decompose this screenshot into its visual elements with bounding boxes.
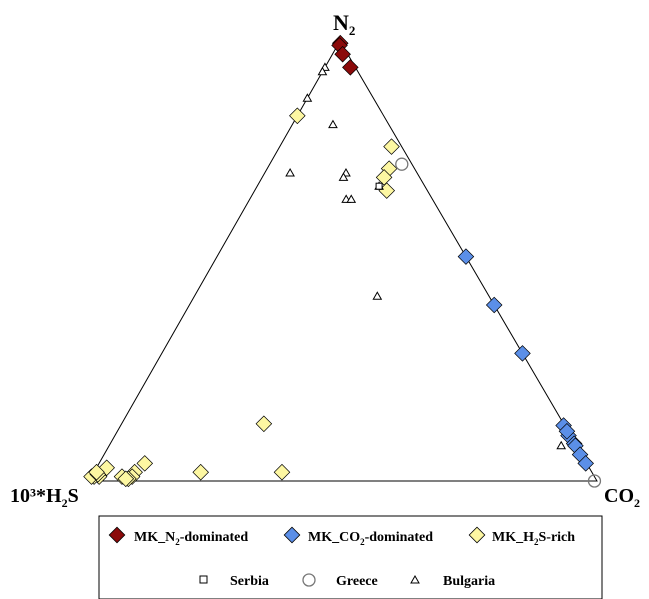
- legend-item-serbia: Serbia: [199, 574, 269, 589]
- point-bulgaria-1: [317, 66, 328, 76]
- svg-text:CO2: CO2: [604, 485, 640, 510]
- svg-text:Serbia: Serbia: [230, 574, 269, 589]
- point-serbia-0: [375, 182, 383, 190]
- point-h2s-6: [273, 463, 291, 481]
- point-h2s-7: [192, 463, 209, 481]
- legend-marker-greece: [302, 573, 316, 587]
- legend-box: [98, 515, 603, 599]
- legend-item-co2-dominated: MK_CO2-dominated: [283, 526, 433, 547]
- point-n2-3: [342, 59, 359, 76]
- svg-text:MK_N2-dominated: MK_N2-dominated: [134, 530, 248, 547]
- legend-item-bulgaria: Bulgaria: [410, 574, 495, 589]
- legend-item-h2s-rich: MK_H2S-rich: [468, 526, 575, 547]
- point-co2-0: [457, 248, 475, 265]
- point-h2s-3: [375, 169, 393, 186]
- point-h2s-18: [88, 463, 105, 481]
- legend-marker-bulgaria: [410, 574, 420, 584]
- svg-text:N2: N2: [333, 10, 355, 38]
- legend-marker-n2: [108, 526, 126, 544]
- svg-text:10³*H2S: 10³*H2S: [10, 485, 79, 510]
- point-bulgaria-8: [346, 194, 357, 203]
- apex-label-n2: N2: [333, 10, 355, 38]
- point-n2-2: [334, 45, 351, 63]
- svg-text:MK_CO2-dominated: MK_CO2-dominated: [308, 530, 433, 547]
- point-greece-0: [587, 474, 602, 488]
- point-co2-2: [514, 345, 531, 362]
- point-h2s-19: [117, 470, 135, 488]
- data-points: [83, 34, 602, 488]
- point-bulgaria-10: [372, 291, 383, 300]
- point-h2s-1: [383, 138, 400, 155]
- point-h2s-4: [378, 182, 396, 199]
- legend-item-greece: Greece: [302, 573, 378, 589]
- point-h2s-5: [255, 415, 273, 433]
- svg-text:MK_H2S-rich: MK_H2S-rich: [492, 530, 575, 547]
- legend-marker-h2s: [468, 526, 486, 544]
- point-co2-1: [485, 296, 503, 314]
- point-co2-5: [558, 423, 576, 440]
- point-co2-9: [577, 455, 594, 472]
- point-bulgaria-11: [556, 440, 567, 450]
- legend-item-n2-dominated: MK_N2-dominated: [108, 526, 248, 547]
- point-h2s-0: [289, 107, 306, 125]
- legend-marker-co2: [283, 526, 301, 544]
- point-greece-1: [395, 157, 409, 171]
- apex-label-h2s: 10³*H2S: [10, 485, 79, 510]
- ternary-triangle: [88, 39, 598, 482]
- apex-label-co2: CO2: [604, 485, 640, 510]
- svg-text:Greece: Greece: [336, 574, 378, 589]
- point-bulgaria-6: [338, 172, 349, 181]
- point-bulgaria-4: [285, 167, 295, 177]
- point-h2s-8: [136, 455, 154, 472]
- point-bulgaria-2: [302, 93, 313, 102]
- svg-text:Bulgaria: Bulgaria: [443, 574, 495, 589]
- point-bulgaria-3: [328, 119, 338, 129]
- legend-marker-serbia: [199, 575, 208, 584]
